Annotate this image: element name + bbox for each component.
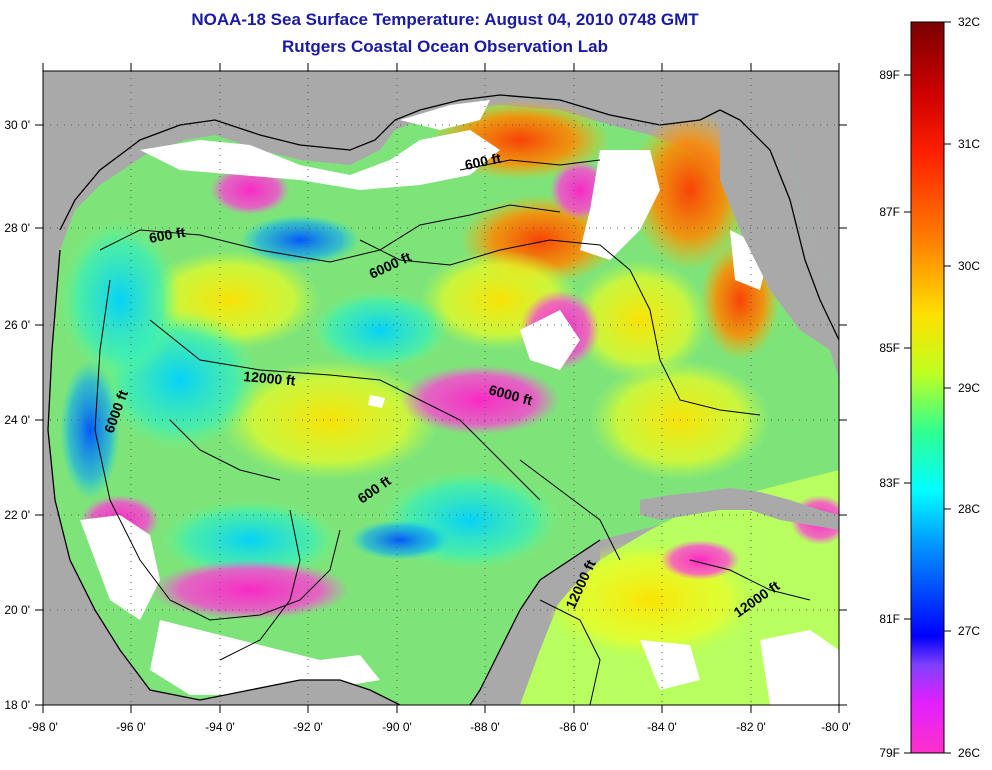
map-subtitle: Rutgers Coastal Ocean Observation Lab	[282, 37, 608, 56]
fahrenheit-labels: 89F 87F 85F 83F 81F 79F	[879, 68, 900, 760]
graticule	[43, 71, 839, 705]
fahrenheit-label: 89F	[879, 68, 900, 82]
fahrenheit-label: 81F	[879, 612, 900, 626]
celsius-label: 32C	[958, 15, 980, 29]
lon-label: -80 0'	[821, 720, 851, 734]
map-frame	[42, 70, 840, 706]
lat-label: 22 0'	[4, 508, 30, 522]
fahrenheit-label: 83F	[879, 476, 900, 490]
contour-label: 12000 ft	[243, 368, 297, 389]
lon-label: -96 0'	[116, 720, 146, 734]
map-title: NOAA-18 Sea Surface Temperature: August …	[191, 10, 699, 29]
lon-label: -98 0'	[28, 720, 58, 734]
contour-label: 600 ft	[463, 150, 502, 173]
celsius-label: 27C	[958, 624, 980, 638]
celsius-label: 31C	[958, 137, 980, 151]
colorbar-gradient	[910, 21, 945, 754]
latitude-labels: 18 0' 20 0' 22 0' 24 0' 26 0' 28 0' 30 0…	[4, 118, 30, 712]
lon-label: -94 0'	[205, 720, 235, 734]
lon-label: -88 0'	[470, 720, 500, 734]
lon-label: -86 0'	[559, 720, 589, 734]
mexico-land	[43, 230, 400, 705]
celsius-labels: 32C 31C 30C 29C 28C 27C 26C	[958, 15, 980, 760]
fahrenheit-label: 85F	[879, 341, 900, 355]
fahrenheit-label: 87F	[879, 205, 900, 219]
fahrenheit-label: 79F	[879, 746, 900, 760]
lat-label: 24 0'	[4, 413, 30, 427]
cuba-land	[640, 488, 839, 530]
longitude-labels: -98 0' -96 0' -94 0' -92 0' -90 0' -88 0…	[28, 720, 851, 734]
lat-label: 18 0'	[4, 698, 30, 712]
celsius-label: 30C	[958, 259, 980, 273]
lat-label: 26 0'	[4, 318, 30, 332]
lon-label: -90 0'	[382, 720, 412, 734]
lon-label: -82 0'	[736, 720, 766, 734]
celsius-label: 26C	[958, 746, 980, 760]
yucatan-land	[470, 540, 600, 705]
cloud-cover	[80, 100, 839, 705]
lat-label: 30 0'	[4, 118, 30, 132]
us-gulf-coast-land	[43, 71, 720, 230]
colorbar-ticks	[904, 21, 951, 754]
celsius-label: 28C	[958, 502, 980, 516]
lat-label: 20 0'	[4, 603, 30, 617]
florida-land	[720, 71, 839, 360]
lon-label: -84 0'	[647, 720, 677, 734]
lon-label: -92 0'	[293, 720, 323, 734]
celsius-label: 29C	[958, 381, 980, 395]
bathymetry-contours	[94, 159, 811, 705]
lat-label: 28 0'	[4, 221, 30, 235]
tick-marks	[35, 63, 847, 713]
contour-label: 600 ft	[148, 224, 187, 246]
